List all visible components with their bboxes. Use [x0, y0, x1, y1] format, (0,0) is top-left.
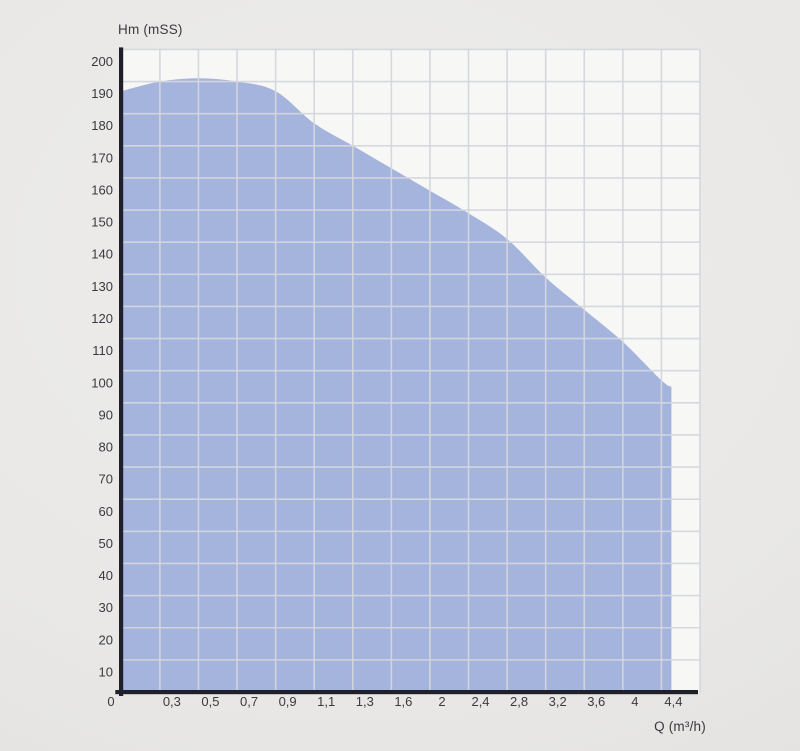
y-tick-label: 160 [91, 182, 113, 197]
y-tick-label: 190 [91, 86, 113, 101]
y-tick-label: 30 [99, 600, 113, 615]
x-tick-label: 2,4 [471, 694, 489, 709]
x-axis-line [115, 690, 699, 695]
y-tick-label: 10 [99, 664, 113, 679]
x-tick-label: 1,6 [394, 694, 412, 709]
x-tick-label: 1,1 [317, 694, 335, 709]
y-tick-label: 80 [99, 440, 113, 455]
x-tick-label: 0,5 [201, 694, 219, 709]
x-tick-label: 1,3 [356, 694, 374, 709]
y-tick-label: 110 [92, 343, 113, 358]
x-tick-label: 0,7 [240, 694, 258, 709]
area-fill [121, 78, 672, 693]
y-axis-line [119, 47, 124, 696]
y-tick-label: 200 [91, 54, 113, 69]
y-tick-label: 140 [91, 247, 113, 262]
y-tick-label: 100 [91, 375, 113, 390]
x-tick-label: 4 [631, 694, 638, 709]
x-tick-label: 2 [438, 694, 445, 709]
y-tick-label: 170 [91, 150, 113, 165]
y-tick-label: 20 [99, 632, 113, 647]
x-tick-label: 3,2 [549, 694, 567, 709]
y-tick-label: 120 [91, 311, 113, 326]
x-tick-label: 3,6 [587, 694, 605, 709]
x-axis-title: Q (m³/h) [654, 719, 706, 734]
x-tick-label: 4,4 [664, 694, 682, 709]
origin-tick-label: 0 [107, 694, 114, 709]
y-tick-label: 50 [99, 536, 113, 551]
x-tick-label: 0,3 [163, 694, 181, 709]
y-tick-label: 70 [99, 472, 113, 487]
y-tick-label: 130 [91, 279, 113, 294]
y-tick-label: 60 [99, 504, 113, 519]
x-tick-label: 2,8 [510, 694, 528, 709]
y-tick-label: 150 [91, 215, 113, 230]
x-tick-label: 0,9 [279, 694, 297, 709]
y-tick-label: 90 [99, 407, 113, 422]
y-axis-title: Hm (mSS) [118, 22, 183, 37]
y-tick-label: 40 [99, 568, 113, 583]
y-tick-label: 180 [91, 118, 113, 133]
